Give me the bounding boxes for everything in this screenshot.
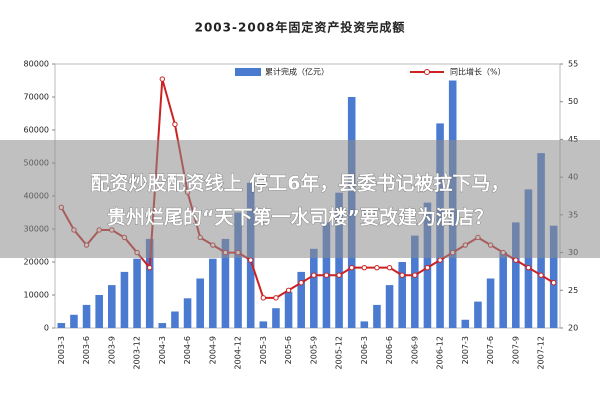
legend-swatch [235,68,261,76]
bar [486,278,495,328]
bar [549,225,558,328]
y-tick-label: 0 [44,324,49,333]
line-point [172,121,178,128]
x-tick-label: 2005-12 [335,336,344,369]
y-tick-label: 60000 [24,126,49,135]
chart-title: 2003-2008年固定资产投资完成额 [195,20,406,35]
y2-tick-label: 45 [568,135,578,144]
bar [272,308,280,328]
line-point [260,295,267,301]
bar [133,258,141,328]
bar [196,278,204,328]
bar [70,314,78,328]
y-tick-label: 10000 [24,291,49,300]
caption-line: 贵州烂尾的“天下第一水司楼”要改建为酒店？ [107,206,493,229]
bar [411,235,419,328]
x-tick-label: 2006-12 [436,336,445,369]
line-point [273,295,279,301]
y2-tick-label: 25 [568,286,578,295]
x-tick-label: 2006-9 [410,336,419,364]
line-point [361,264,368,271]
bar [82,304,91,328]
x-tick-label: 2003-3 [57,336,66,364]
line-point [386,264,393,271]
x-tick-label: 2004-9 [208,336,217,364]
bar [398,262,406,328]
line-point [525,264,532,271]
line-point [311,272,317,278]
bar [108,285,116,328]
bar [234,212,242,328]
bar [512,222,520,328]
x-tick-label: 2005-3 [259,336,268,364]
x-tick-label: 2004-12 [234,336,243,369]
y-tick-label: 70000 [24,93,49,102]
x-tick-label: 2003-12 [133,336,142,369]
x-tick-label: 2004-3 [158,336,167,364]
bar [310,248,318,328]
bar [120,271,129,328]
x-tick-label: 2007-6 [486,336,495,364]
caption-line: 配资炒股配资线上 停工6年，县委书记被拉下马， [91,172,510,195]
line-point [513,257,519,263]
bar [461,319,470,328]
bar [95,295,103,328]
x-tick-label: 2005-9 [309,336,318,364]
line-point [336,272,342,278]
y-tick-label: 80000 [24,60,49,69]
line-point [348,264,355,271]
x-tick-label: 2003-6 [82,336,91,364]
line-point [437,257,443,263]
x-tick-label: 2004-6 [183,336,192,364]
bar [385,285,394,328]
bar [373,304,381,328]
bar [499,252,507,328]
line-point [159,76,166,82]
line-point [298,280,304,286]
line-point [550,280,557,286]
x-tick-label: 2006-6 [385,336,394,364]
line-point [146,264,153,271]
x-tick-label: 2006-3 [360,336,369,364]
x-tick-label: 2007-3 [461,336,470,364]
x-tick-label: 2005-6 [284,336,293,364]
bar [335,192,343,328]
bar [474,301,482,328]
bar [284,291,293,328]
line-point [424,264,431,271]
bar [297,271,305,328]
line-point [247,257,254,263]
x-tick-label: 2003-9 [107,336,116,364]
y2-tick-label: 50 [568,97,578,106]
line-point [285,287,292,293]
bar [524,189,533,328]
y-tick-label: 20000 [24,258,49,267]
bar [183,298,192,328]
bar [158,323,167,328]
bar [145,238,154,328]
x-tick-label: 2007-12 [537,336,546,369]
line-point [412,272,418,278]
legend-label: 累计完成（亿元） [265,67,329,77]
bar [209,258,217,328]
bar [171,311,179,328]
bar [221,238,230,328]
caption-band [0,140,600,258]
line-point [399,272,405,278]
x-tick-label: 2007-9 [511,336,520,364]
y2-tick-label: 55 [568,60,578,69]
bar [360,321,369,328]
line-point [374,264,380,271]
line-point [323,272,330,278]
line-point [538,272,544,278]
bar [259,321,268,328]
legend-swatch [424,69,430,75]
bar [57,323,66,328]
y2-tick-label: 20 [568,324,578,333]
legend-label: 同比增长（%） [450,67,506,77]
